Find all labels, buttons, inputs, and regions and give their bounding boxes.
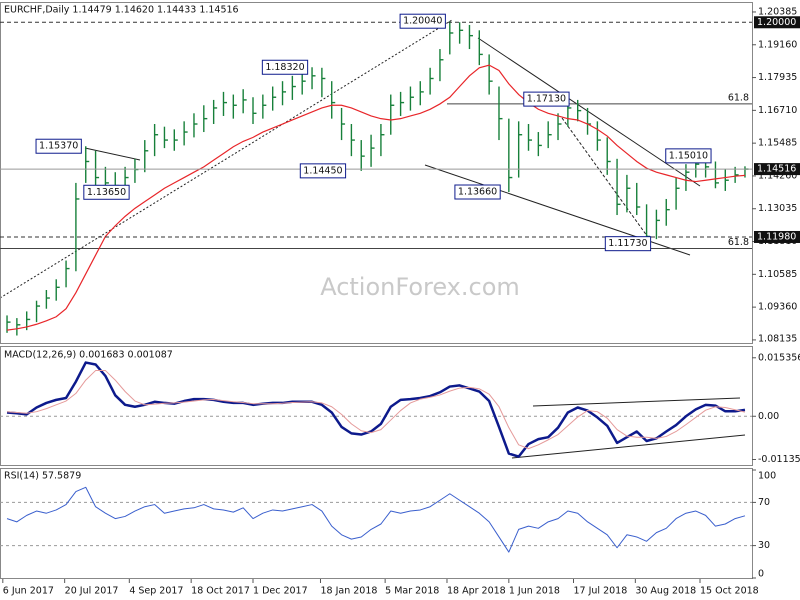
rsi-title: RSI(14) 57.5879: [4, 471, 81, 482]
annotation-label: 1.20040: [403, 16, 442, 27]
y-tick-label: 1.13035: [758, 203, 797, 214]
annotation-box: [604, 236, 652, 252]
x-tick-label: 5 Mar 2018: [385, 586, 439, 597]
y-tick-label: 1.08135: [758, 334, 797, 345]
annotation-label: 1.15010: [669, 150, 708, 161]
x-tick-label: 30 Aug 2018: [635, 586, 696, 597]
y-tick-label: 100: [758, 471, 776, 482]
moving-average: [6, 64, 746, 331]
annotation-box: [35, 138, 82, 154]
rsi-frame: [0, 468, 753, 579]
annotation-label: 1.11730: [608, 238, 647, 249]
y-tick-label: 70: [758, 497, 770, 508]
rsi-line: [6, 486, 746, 553]
x-tick-label: 4 Sep 2017: [129, 586, 183, 597]
price-label-box: [754, 16, 800, 29]
y-tick-label: -0.011352: [758, 454, 800, 465]
y-tick-label: 1.14260: [758, 170, 797, 181]
macd-frame: [0, 346, 753, 466]
y-tick-label: 0: [758, 569, 764, 580]
trendline: [561, 117, 651, 241]
y-tick-label: 1.19160: [758, 39, 797, 50]
x-tick-label: 18 Apr 2018: [447, 586, 506, 597]
price-label: 1.11980: [757, 231, 796, 242]
y-tick-label: 1.16710: [758, 105, 797, 116]
macd-title: MACD(12,26,9) 0.001683 0.001087: [4, 350, 173, 361]
x-tick-label: 17 Jul 2018: [573, 586, 627, 597]
x-tick-label: 15 Oct 2018: [700, 586, 759, 597]
x-tick-label: 18 Jan 2018: [320, 586, 377, 597]
annotation-label: 1.18320: [265, 62, 304, 73]
trendline: [84, 147, 141, 161]
annotation-label: 1.15370: [39, 141, 78, 152]
price-label: 1.14516: [757, 164, 796, 175]
annotation-box: [454, 184, 501, 200]
trendline: [532, 397, 741, 407]
price-label: 1.20000: [757, 17, 796, 28]
x-tick-label: 20 Jul 2017: [65, 586, 119, 597]
trendline: [511, 434, 746, 459]
price-label-box: [754, 163, 800, 176]
annotation-box: [261, 59, 309, 75]
y-tick-label: 1.20385: [758, 6, 797, 17]
macd-line: [6, 361, 746, 458]
x-tick-label: 6 Jun 2017: [3, 586, 54, 597]
y-tick-label: 1.15485: [758, 138, 797, 149]
price-frame: [0, 2, 753, 344]
annotation-box: [523, 91, 570, 107]
annotation-label: 1.13660: [458, 187, 497, 198]
y-tick-label: 1.10585: [758, 269, 797, 280]
annotation-box: [665, 148, 712, 164]
fib-label: 61.8: [728, 92, 749, 103]
trendline: [477, 37, 701, 187]
macd-line: [6, 370, 746, 450]
y-tick-label: 30: [758, 540, 770, 551]
y-tick-label: 1.09360: [758, 302, 797, 313]
annotation-label: 1.14450: [303, 165, 342, 176]
annotation-box: [299, 163, 347, 179]
y-tick-label: 1.17935: [758, 72, 797, 83]
watermark: ActionForex.com: [320, 273, 520, 301]
annotation-box: [399, 13, 446, 29]
x-tick-label: 1 Dec 2017: [253, 586, 308, 597]
y-tick-label: 0.00: [758, 411, 779, 422]
fib-label: 61.8: [728, 237, 749, 248]
x-tick-label: 1 Jun 2018: [509, 586, 560, 597]
chart-title: EURCHF,Daily 1.14479 1.14620 1.14433 1.1…: [4, 5, 239, 16]
annotation-box: [83, 184, 130, 200]
annotation-label: 1.17130: [527, 94, 566, 105]
y-tick-label: 0.015356: [758, 352, 800, 363]
annotation-label: 1.13650: [87, 187, 126, 198]
x-tick-label: 18 Oct 2017: [191, 586, 250, 597]
price-label-box: [754, 230, 800, 243]
